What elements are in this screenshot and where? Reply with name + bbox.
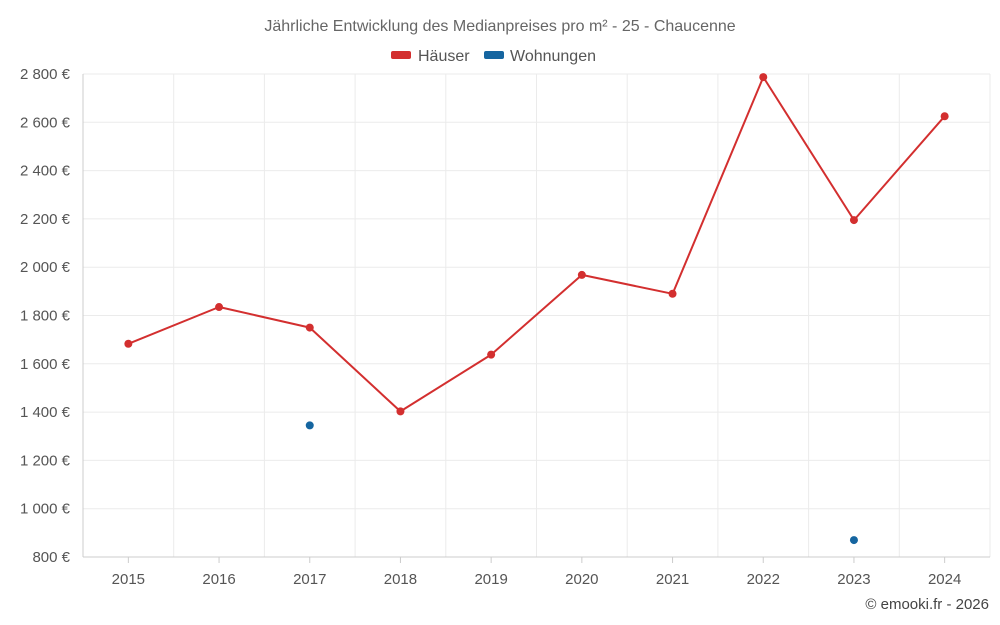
y-tick-label: 2 800 €	[20, 66, 71, 83]
x-tick-label: 2022	[747, 571, 780, 588]
y-tick-labels: 800 € 1 000 € 1 200 € 1 400 € 1 600 € 1 800 €…	[20, 66, 71, 566]
x-tick-label: 2023	[837, 571, 870, 588]
x-tick-label: 2020	[565, 571, 598, 588]
x-tick-label: 2019	[474, 571, 507, 588]
x-tick-label: 2016	[202, 571, 235, 588]
data-point-haeuser[interactable]	[487, 350, 496, 359]
x-tick-label: 2018	[384, 571, 417, 588]
data-point-haeuser[interactable]	[759, 73, 768, 82]
x-tick-label: 2024	[928, 571, 961, 588]
legend-swatch-wohnungen	[484, 51, 504, 59]
legend-label-wohnungen: Wohnungen	[510, 48, 596, 65]
data-point-haeuser[interactable]	[305, 323, 314, 332]
y-tick-label: 800 €	[32, 549, 70, 566]
y-tick-label: 1 400 €	[20, 404, 71, 421]
data-point-haeuser[interactable]	[215, 303, 224, 312]
credit-text: © emooki.fr - 2026	[865, 596, 989, 613]
x-tick-label: 2017	[293, 571, 326, 588]
y-tick-label: 2 000 €	[20, 259, 71, 276]
data-point-haeuser[interactable]	[849, 216, 858, 225]
y-tick-label: 1 200 €	[20, 452, 71, 469]
y-tick-label: 2 400 €	[20, 163, 71, 180]
chart-title: Jährliche Entwicklung des Medianpreises …	[264, 18, 735, 35]
data-point-haeuser[interactable]	[124, 339, 133, 348]
y-tick-label: 2 600 €	[20, 114, 71, 131]
x-tick-label: 2015	[112, 571, 145, 588]
legend[interactable]: Häuser Wohnungen	[391, 48, 596, 65]
legend-item-wohnungen[interactable]: Wohnungen	[484, 48, 596, 65]
series-line-haeuser	[127, 76, 946, 413]
series	[124, 73, 949, 545]
legend-item-haeuser[interactable]: Häuser	[391, 48, 470, 65]
x-tick-labels: 2015 2016 2017 2018 2019 2020 2021 2022 2023 2024	[112, 571, 962, 588]
data-point-wohnungen[interactable]	[305, 421, 314, 430]
y-tick-label: 1 600 €	[20, 356, 71, 373]
y-tick-label: 1 000 €	[20, 501, 71, 518]
y-tick-label: 1 800 €	[20, 308, 71, 325]
x-tick-label: 2021	[656, 571, 689, 588]
data-point-haeuser[interactable]	[396, 407, 405, 416]
legend-label-haeuser: Häuser	[418, 48, 470, 65]
data-point-haeuser[interactable]	[577, 270, 586, 279]
y-tick-label: 2 200 €	[20, 211, 71, 228]
data-point-haeuser[interactable]	[668, 289, 677, 298]
data-point-haeuser[interactable]	[940, 112, 949, 121]
data-point-wohnungen[interactable]	[849, 536, 858, 545]
axes	[82, 74, 990, 563]
legend-swatch-haeuser	[391, 51, 411, 59]
